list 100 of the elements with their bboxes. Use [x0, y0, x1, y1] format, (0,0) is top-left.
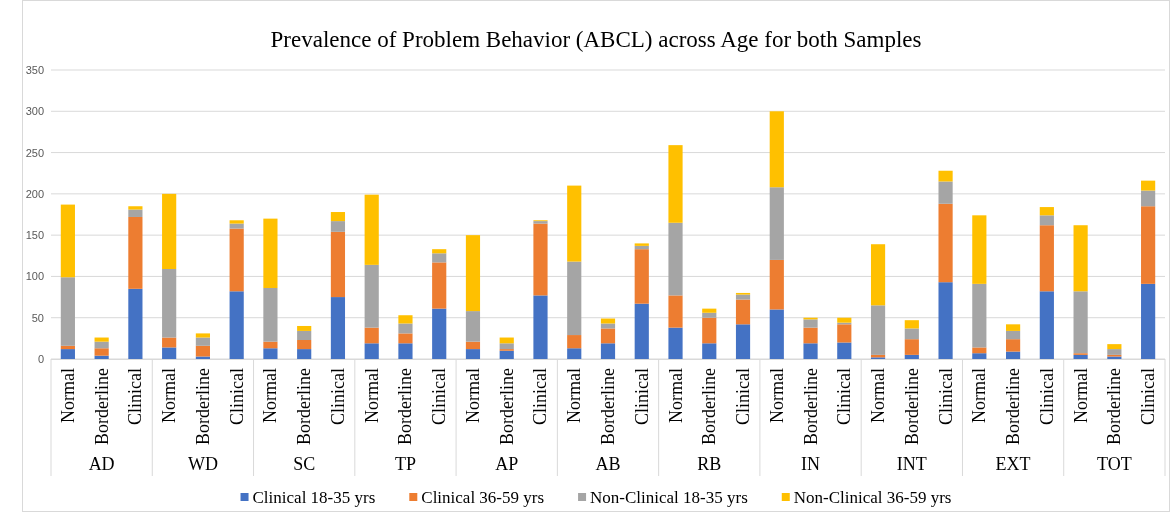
- bar: [938, 203, 953, 283]
- bar: [668, 222, 683, 296]
- bar: [634, 243, 649, 246]
- bar: [735, 324, 751, 359]
- bar: [668, 327, 683, 359]
- bar: [567, 348, 582, 359]
- x-tick-label: Normal: [1070, 368, 1091, 423]
- x-tick-label: Clinical: [327, 368, 348, 425]
- x-tick-label: Normal: [564, 368, 585, 423]
- x-tick-label: Clinical: [125, 368, 146, 425]
- bar: [364, 194, 379, 265]
- bar: [1006, 330, 1021, 340]
- y-tick-label: 350: [25, 64, 44, 77]
- legend-label: Clinical 18-35 yrs: [252, 487, 376, 507]
- bar: [60, 349, 75, 359]
- bar: [162, 337, 177, 348]
- bar: [297, 340, 312, 350]
- x-tick-label: Borderline: [699, 368, 720, 445]
- text: AP: [495, 454, 519, 474]
- bar: [94, 348, 109, 356]
- x-tick-label: Borderline: [901, 368, 922, 445]
- bar: [398, 333, 413, 344]
- bar: [195, 333, 210, 338]
- text: SC: [293, 454, 316, 474]
- bar: [702, 308, 717, 313]
- bar: [600, 323, 616, 329]
- bar: [162, 347, 177, 359]
- bar: [1107, 349, 1122, 355]
- bar: [837, 324, 852, 343]
- bar: [1073, 225, 1088, 292]
- x-tick-label: Clinical: [935, 368, 956, 425]
- text: AB: [595, 454, 621, 474]
- bar: [567, 335, 582, 349]
- bar: [195, 345, 210, 357]
- bar: [499, 350, 514, 359]
- bar: [1141, 283, 1156, 359]
- y-tick-label: 300: [25, 105, 44, 118]
- x-tick-label: Borderline: [1104, 368, 1125, 445]
- text: TOT: [1097, 454, 1132, 474]
- bar: [297, 325, 312, 331]
- x-tick-label: Clinical: [429, 368, 450, 425]
- bar: [1006, 339, 1021, 352]
- bar: [128, 288, 143, 359]
- x-tick-label: Clinical: [226, 368, 247, 425]
- text: RB: [697, 454, 722, 474]
- bar: [904, 339, 919, 355]
- bar: [769, 309, 784, 359]
- x-tick-label: Borderline: [1003, 368, 1024, 445]
- x-tick-label: Borderline: [800, 368, 821, 445]
- legend-label: Non-Clinical 18-35 yrs: [590, 487, 748, 507]
- bar: [803, 319, 818, 328]
- y-tick-label: 0: [37, 353, 44, 366]
- chart-title: Prevalence of Problem Behavior (ABCL) across Age for both Samples: [270, 27, 922, 52]
- x-tick-label: Clinical: [834, 368, 855, 425]
- x-tick-label: Borderline: [192, 368, 213, 445]
- bar: [702, 312, 717, 318]
- bar: [432, 308, 447, 359]
- bar: [1141, 190, 1156, 207]
- bar: [432, 262, 447, 309]
- bar: [600, 328, 616, 344]
- bar: [195, 337, 210, 346]
- y-tick-label: 100: [25, 270, 44, 283]
- bar: [297, 349, 312, 359]
- bar: [1073, 291, 1088, 354]
- bar: [1141, 206, 1156, 284]
- bar: [1039, 291, 1054, 359]
- bar: [263, 287, 278, 342]
- text: IN: [801, 454, 821, 474]
- bar: [972, 347, 987, 354]
- bar: [364, 264, 379, 328]
- bar: [94, 337, 109, 342]
- bar: [634, 303, 649, 359]
- bar: [972, 353, 987, 359]
- y-tick-label: 50: [31, 311, 44, 324]
- bar: [938, 170, 953, 182]
- x-tick-label: Normal: [361, 368, 382, 423]
- x-tick-label: Normal: [57, 368, 78, 423]
- x-tick-label: Borderline: [294, 368, 315, 445]
- bar: [735, 299, 751, 325]
- bar: [60, 277, 75, 346]
- x-tick-label: Clinical: [733, 368, 754, 425]
- bar: [1107, 344, 1122, 350]
- bar: [162, 193, 177, 269]
- bar: [398, 315, 413, 324]
- bar: [229, 291, 244, 359]
- bar: [364, 327, 379, 344]
- bar: [870, 244, 886, 306]
- bar: [432, 253, 447, 263]
- x-tick-label: Normal: [665, 368, 686, 423]
- bar: [938, 181, 953, 204]
- bar: [735, 294, 751, 300]
- bar: [972, 283, 987, 348]
- bar: [263, 218, 278, 288]
- bar: [465, 341, 481, 350]
- bar: [128, 209, 143, 217]
- bar: [769, 259, 784, 310]
- bar: [1073, 354, 1088, 359]
- bar: [904, 320, 919, 329]
- bar: [398, 323, 413, 334]
- bar: [567, 261, 582, 336]
